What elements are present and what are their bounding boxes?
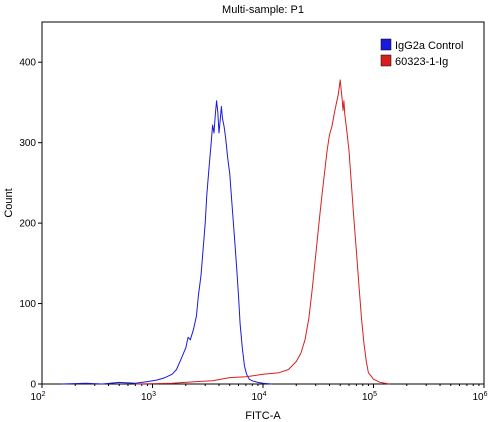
legend: IgG2a Control 60323-1-Ig	[380, 38, 463, 68]
y-tick-label: 300	[19, 138, 36, 149]
y-tick-label: 200	[19, 219, 36, 230]
series-line-60323-1-ig	[135, 79, 390, 385]
y-tick-label: 0	[30, 380, 36, 391]
y-axis: 0 100 200 300 400	[19, 58, 42, 391]
x-tick-label: 106	[472, 391, 487, 403]
series-layer	[61, 79, 390, 385]
legend-swatch-igg2a-control	[380, 38, 392, 51]
series-line-igg2a-control	[61, 100, 272, 385]
y-tick-label: 400	[19, 58, 36, 69]
x-axis-label: FITC-A	[245, 410, 281, 422]
x-tick-label: 104	[251, 391, 266, 403]
chart-title: Multi-sample: P1	[222, 4, 304, 16]
legend-label-igg2a-control: IgG2a Control	[395, 40, 463, 52]
x-tick-label: 105	[362, 391, 377, 403]
x-tick-label: 103	[141, 391, 156, 403]
legend-swatch-60323-1-ig	[380, 54, 392, 67]
x-tick-label: 102	[30, 391, 45, 403]
y-axis-label: Count	[3, 188, 15, 217]
legend-label-60323-1-ig: 60323-1-Ig	[395, 56, 448, 68]
x-axis: 102 103 104 105 106	[30, 384, 488, 403]
y-tick-label: 100	[19, 299, 36, 310]
